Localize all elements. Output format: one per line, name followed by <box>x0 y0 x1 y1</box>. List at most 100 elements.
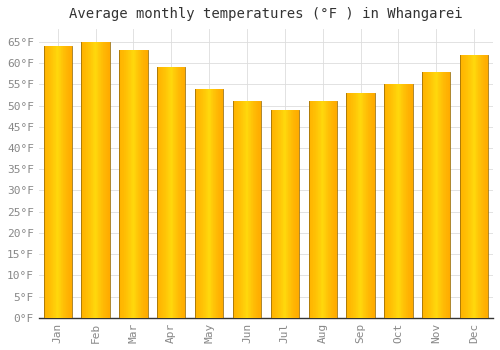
Bar <box>100 42 102 318</box>
Bar <box>158 67 159 318</box>
Bar <box>69 46 70 318</box>
Bar <box>85 42 86 318</box>
Bar <box>389 84 390 318</box>
Bar <box>482 55 484 318</box>
Bar <box>126 50 127 318</box>
Bar <box>222 89 224 318</box>
Bar <box>196 89 197 318</box>
Bar <box>292 110 294 318</box>
Bar <box>235 101 236 318</box>
Bar <box>197 89 198 318</box>
Bar <box>279 110 280 318</box>
Bar <box>212 89 214 318</box>
Bar <box>294 110 295 318</box>
Bar <box>64 46 65 318</box>
Bar <box>82 42 83 318</box>
Bar <box>87 42 88 318</box>
Bar <box>184 67 185 318</box>
Bar <box>358 93 359 318</box>
Bar <box>240 101 242 318</box>
Bar <box>428 71 429 318</box>
Bar <box>394 84 395 318</box>
Bar <box>462 55 463 318</box>
Bar <box>423 71 424 318</box>
Bar <box>460 55 462 318</box>
Bar <box>132 50 134 318</box>
Bar <box>324 101 325 318</box>
Bar <box>59 46 60 318</box>
Bar <box>198 89 199 318</box>
Bar <box>163 67 164 318</box>
Bar <box>258 101 259 318</box>
Bar <box>92 42 94 318</box>
Bar <box>67 46 68 318</box>
Bar <box>182 67 184 318</box>
Bar <box>246 101 247 318</box>
Bar <box>140 50 141 318</box>
Bar <box>277 110 278 318</box>
Bar <box>60 46 62 318</box>
Bar <box>349 93 350 318</box>
Bar <box>313 101 314 318</box>
Bar <box>217 89 218 318</box>
Bar <box>400 84 402 318</box>
Bar <box>49 46 50 318</box>
Bar <box>216 89 217 318</box>
Bar <box>199 89 200 318</box>
Bar <box>55 46 56 318</box>
Bar <box>245 101 246 318</box>
Bar <box>485 55 486 318</box>
Bar <box>238 101 239 318</box>
Bar <box>276 110 277 318</box>
Bar <box>119 50 120 318</box>
Bar <box>466 55 467 318</box>
Bar <box>286 110 287 318</box>
Bar <box>236 101 237 318</box>
Bar <box>108 42 109 318</box>
Bar <box>328 101 329 318</box>
Bar <box>410 84 411 318</box>
Bar <box>109 42 110 318</box>
Bar <box>291 110 292 318</box>
Bar <box>206 89 207 318</box>
Bar <box>105 42 106 318</box>
Bar <box>88 42 89 318</box>
Bar <box>272 110 273 318</box>
Bar <box>408 84 409 318</box>
Bar <box>397 84 398 318</box>
Bar <box>141 50 142 318</box>
Bar <box>208 89 209 318</box>
Bar <box>434 71 435 318</box>
Bar <box>139 50 140 318</box>
Bar <box>260 101 261 318</box>
Bar <box>174 67 175 318</box>
Bar <box>464 55 465 318</box>
Bar <box>129 50 130 318</box>
Bar <box>411 84 412 318</box>
Bar <box>480 55 481 318</box>
Bar <box>402 84 404 318</box>
Bar <box>359 93 360 318</box>
Bar <box>449 71 450 318</box>
Bar <box>164 67 165 318</box>
Bar <box>70 46 71 318</box>
Bar <box>327 101 328 318</box>
Bar <box>95 42 96 318</box>
Bar <box>426 71 427 318</box>
Bar <box>56 46 57 318</box>
Bar <box>122 50 123 318</box>
Bar <box>446 71 447 318</box>
Bar <box>386 84 387 318</box>
Bar <box>357 93 358 318</box>
Bar <box>429 71 430 318</box>
Bar <box>409 84 410 318</box>
Bar <box>106 42 107 318</box>
Bar <box>219 89 220 318</box>
Bar <box>308 101 309 318</box>
Bar <box>469 55 470 318</box>
Bar <box>280 110 281 318</box>
Bar <box>185 67 186 318</box>
Bar <box>336 101 337 318</box>
Bar <box>353 93 354 318</box>
Bar <box>478 55 479 318</box>
